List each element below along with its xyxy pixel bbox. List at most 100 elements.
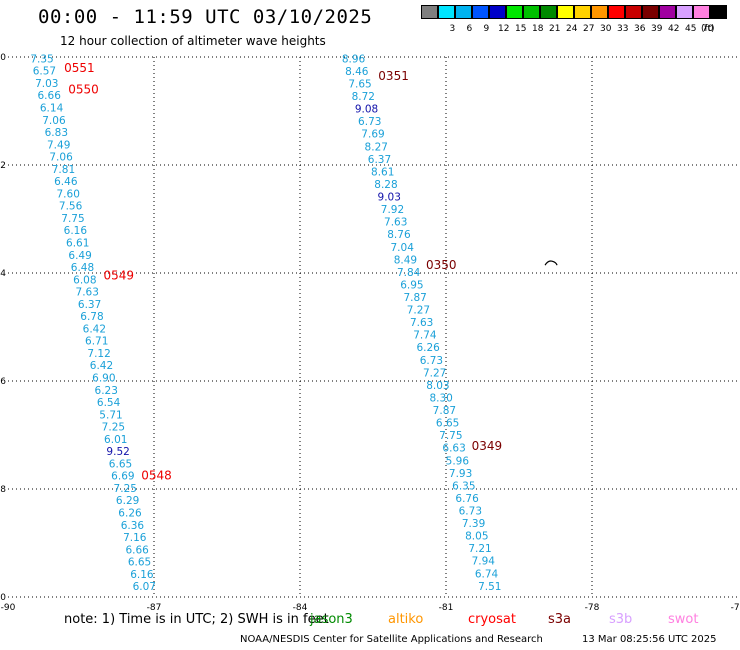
scale-swatch: [642, 5, 659, 19]
wave-height-value: 6.36: [121, 520, 145, 532]
wave-height-value: 8.27: [365, 141, 388, 153]
wave-height-value: 6.42: [90, 360, 113, 372]
wave-height-value: 6.57: [33, 66, 56, 78]
wave-height-value: 7.75: [61, 213, 84, 225]
wave-height-value: 7.49: [47, 139, 70, 151]
wave-height-value: 6.69: [111, 471, 134, 483]
scale-label: 15: [515, 24, 527, 34]
wave-height-value: 6.90: [92, 372, 115, 384]
wave-height-value: 7.06: [42, 115, 66, 127]
scale-swatch: [625, 5, 642, 19]
page-subtitle: 12 hour collection of altimeter wave hei…: [60, 34, 326, 48]
wave-height-value: 6.65: [128, 557, 151, 569]
wave-height-value: 6.73: [420, 355, 443, 367]
satellite-label-altiko: altiko: [388, 612, 424, 627]
latitude-tick-label: -34: [0, 269, 6, 279]
scale-swatch: [523, 5, 540, 19]
latitude-tick-label: -30: [0, 53, 6, 63]
wave-height-value: 7.12: [87, 348, 110, 360]
wave-height-value: 6.08: [73, 274, 96, 286]
wave-height-value: 7.56: [59, 201, 83, 213]
wave-height-value: 7.27: [407, 305, 430, 317]
wave-height-value: 6.46: [54, 176, 78, 188]
island-outline: [544, 260, 558, 266]
longitude-tick-label: -87: [147, 603, 162, 613]
wave-height-value: 6.35: [452, 480, 475, 492]
wave-height-value: 9.08: [355, 104, 378, 116]
wave-height-value: 7.63: [410, 317, 433, 329]
scale-label: 39: [651, 24, 663, 34]
wave-height-value: 6.65: [436, 418, 459, 430]
wave-height-value: 7.81: [52, 164, 75, 176]
wave-height-value: 7.21: [468, 543, 491, 555]
longitude-tick-label: -90: [1, 603, 16, 613]
wave-height-value: 8.28: [374, 179, 397, 191]
latitude-tick-label: -36: [0, 377, 6, 387]
longitude-tick-label: -75: [731, 603, 740, 613]
scale-label: 12: [498, 24, 510, 34]
wave-height-value: 7.25: [102, 422, 125, 434]
wave-height-value: 7.03: [35, 78, 58, 90]
scale-swatch: [591, 5, 608, 19]
wave-height-value: 6.71: [85, 336, 108, 348]
footer-note: note: 1) Time is in UTC; 2) SWH is in fe…: [64, 612, 329, 627]
wave-height-value: 6.95: [400, 279, 423, 291]
latitude-tick-label: -32: [0, 161, 6, 171]
satellite-label-s3a: s3a: [548, 612, 572, 627]
scale-label: 3: [449, 24, 456, 34]
longitude-tick-label: -78: [585, 603, 600, 613]
wave-height-value: 8.03: [426, 380, 449, 392]
scale-swatch: [472, 5, 489, 19]
scale-label: 21: [549, 24, 561, 34]
wave-height-value: 7.65: [348, 79, 371, 91]
wave-height-value: 7.87: [403, 292, 426, 304]
longitude-tick-label: -81: [439, 603, 454, 613]
latitude-tick-label: -40: [0, 593, 6, 603]
wave-height-value: 6.07: [133, 581, 156, 593]
wave-height-value: 6.61: [66, 237, 89, 249]
wave-height-value: 5.71: [99, 409, 122, 421]
wave-height-value: 7.51: [478, 581, 501, 593]
scale-swatch: [659, 5, 676, 19]
wave-height-value: 6.29: [116, 495, 139, 507]
wave-height-value: 6.26: [118, 507, 142, 519]
wave-height-value: 5.96: [446, 455, 470, 467]
wave-height-value: 6.66: [125, 544, 149, 556]
wave-height-value: 6.76: [455, 493, 479, 505]
wave-height-value: 7.06: [49, 152, 73, 164]
scale-label: 33: [617, 24, 629, 34]
scale-label: 30: [600, 24, 612, 34]
wave-height-value: 6.16: [130, 569, 154, 581]
wave-height-value: 7.84: [397, 267, 421, 279]
wave-height-value: 6.37: [368, 154, 391, 166]
scale-label: 18: [532, 24, 544, 34]
wave-height-value: 8.49: [394, 254, 417, 266]
wave-height-value: 7.60: [57, 188, 80, 200]
scale-swatch: [676, 5, 693, 19]
time-label: 0550: [68, 82, 99, 96]
scale-swatch: [557, 5, 574, 19]
wave-height-value: 6.23: [95, 385, 118, 397]
credit-text: NOAA/NESDIS Center for Satellite Applica…: [240, 634, 543, 645]
wave-height-value: 6.49: [68, 250, 91, 262]
wave-height-value: 7.75: [439, 430, 462, 442]
wave-height-value: 6.65: [109, 458, 132, 470]
wave-height-value: 6.83: [45, 127, 68, 139]
scale-swatch: [574, 5, 591, 19]
wave-height-value: 7.25: [114, 483, 137, 495]
wave-height-value: 8.96: [342, 53, 366, 65]
scale-swatch: [489, 5, 506, 19]
scale-label: 36: [634, 24, 646, 34]
latitude-tick-label: -38: [0, 485, 6, 495]
wave-height-value: 7.27: [423, 367, 446, 379]
scale-label: 6: [466, 24, 473, 34]
wave-height-value: 7.94: [472, 556, 496, 568]
wave-height-value: 7.16: [123, 532, 147, 544]
wave-height-value: 7.69: [361, 129, 384, 141]
wave-height-value: 7.92: [381, 204, 404, 216]
scale-swatch: [506, 5, 523, 19]
wave-height-value: 9.52: [106, 446, 129, 458]
time-label: 0551: [64, 61, 95, 75]
wave-height-value: 7.35: [30, 53, 53, 65]
